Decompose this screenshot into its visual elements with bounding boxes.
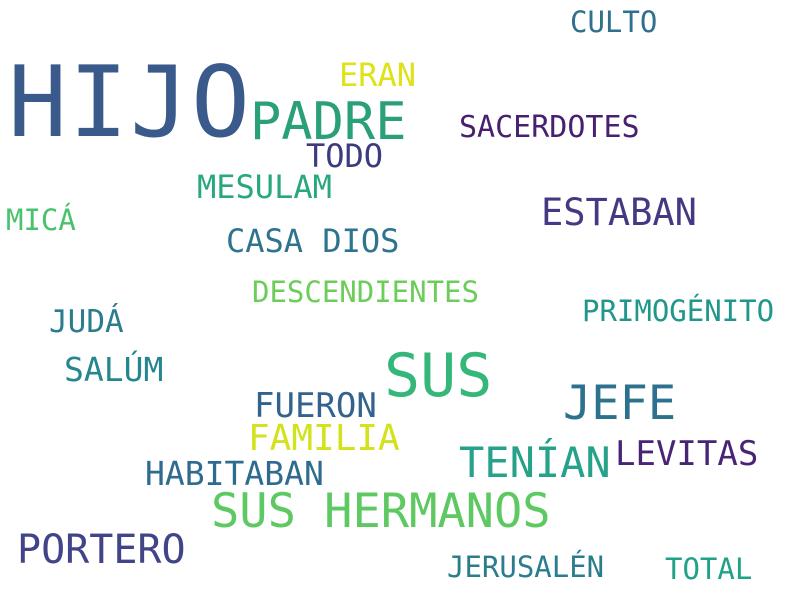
word-casa-dios: CASA DIOS	[226, 222, 400, 260]
word-sus: SUS	[384, 341, 493, 411]
word-culto: CULTO	[570, 5, 658, 39]
word-familia: FAMILIA	[248, 418, 400, 459]
word-total: TOTAL	[665, 552, 753, 586]
word-sacerdotes: SACERDOTES	[459, 110, 640, 145]
word-padre: PADRE	[250, 92, 407, 152]
word-tenian: TENÍAN	[459, 438, 611, 487]
word-todo: TODO	[306, 137, 384, 175]
word-jefe: JEFE	[563, 376, 677, 431]
word-levitas: LEVITAS	[615, 434, 759, 474]
word-mesulam: MESULAM	[197, 168, 332, 206]
word-eran: ERAN	[339, 56, 417, 94]
word-estaban: ESTABAN	[541, 191, 697, 234]
word-jerusalen: JERUSALÉN	[447, 550, 605, 584]
word-juda: JUDÁ	[49, 304, 124, 340]
word-habitaban: HABITABAN	[145, 454, 324, 493]
word-hijo: HIJO	[8, 46, 253, 160]
word-salum: SALÚM	[64, 350, 164, 389]
word-descendientes: DESCENDIENTES	[252, 275, 479, 309]
word-sus-hermanos: SUS HERMANOS	[211, 484, 551, 539]
word-fueron: FUERON	[254, 386, 377, 426]
word-mica: MICÁ	[6, 203, 76, 237]
word-primogenito: PRIMOGÉNITO	[582, 294, 775, 328]
word-portero: PORTERO	[17, 527, 186, 573]
